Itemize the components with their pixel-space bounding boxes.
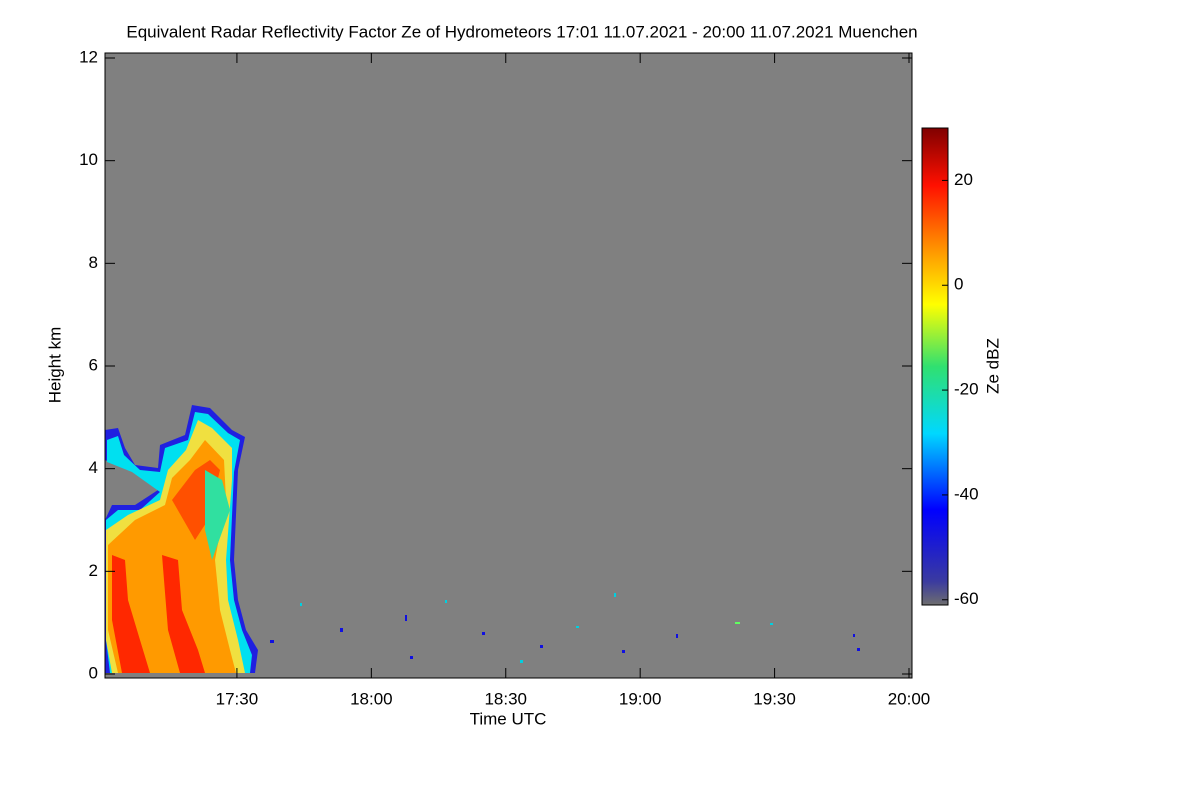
x-tick-label: 18:00 — [350, 689, 393, 708]
y-tick-label: 0 — [89, 663, 98, 682]
y-tick-label: 4 — [89, 458, 98, 477]
plot-background — [105, 53, 912, 678]
x-tick-label: 19:30 — [753, 689, 796, 708]
x-axis-label: Time UTC — [470, 709, 547, 728]
colorbar-label: Ze dBZ — [983, 338, 1002, 394]
x-tick-label: 17:30 — [216, 689, 259, 708]
y-tick-label: 6 — [89, 355, 98, 374]
y-tick-label: 8 — [89, 253, 98, 272]
x-tick-label: 20:00 — [888, 689, 931, 708]
x-tick-label: 19:00 — [619, 689, 662, 708]
colorbar-tick-label: 0 — [954, 275, 963, 294]
y-axis-label: Height km — [45, 327, 64, 404]
colorbar-tick-label: -20 — [954, 380, 979, 399]
colorbar — [921, 127, 949, 606]
y-tick-label: 2 — [89, 561, 98, 580]
y-tick-label: 12 — [79, 47, 98, 66]
x-tick-label: 18:30 — [484, 689, 527, 708]
reflectivity-field — [105, 405, 860, 673]
colorbar-tick-label: -40 — [954, 484, 979, 503]
chart-title: Equivalent Radar Reflectivity Factor Ze … — [126, 22, 917, 41]
colorbar-tick-label: -60 — [954, 589, 979, 608]
colorbar-tick-label: 20 — [954, 170, 973, 189]
y-tick-label: 10 — [79, 150, 98, 169]
